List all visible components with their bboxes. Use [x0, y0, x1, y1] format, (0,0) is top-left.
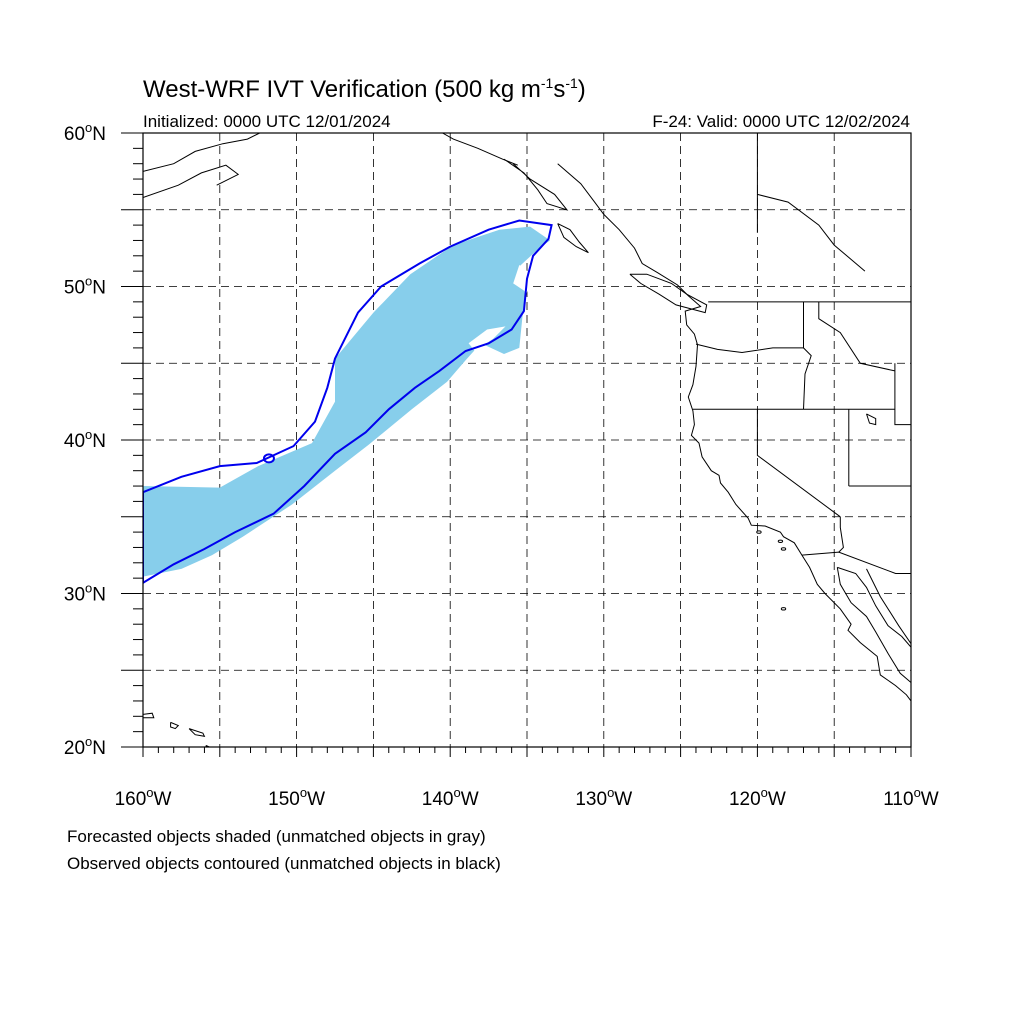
longitude-labels: 160oW 150oW 140oW 130oW 120oW 110oW	[115, 785, 939, 810]
coastline-segment	[836, 567, 911, 683]
lon-label: 110oW	[883, 785, 939, 810]
observed-object-contour	[143, 219, 553, 584]
lon-label: 150oW	[268, 785, 325, 810]
coastline-segment	[143, 133, 260, 172]
coastline-segment	[557, 163, 911, 702]
coastline-segment	[866, 413, 877, 426]
coastline-segment	[205, 745, 211, 747]
island	[777, 539, 784, 544]
graticule-grid	[143, 133, 911, 747]
coastline-segment	[803, 301, 812, 410]
legend-observed-note: Observed objects contoured (unmatched ob…	[67, 854, 501, 873]
initialized-label: Initialized: 0000 UTC 12/01/2024	[143, 112, 391, 131]
coastline-segment	[818, 301, 896, 372]
coastline-segment	[557, 223, 589, 254]
island	[756, 530, 762, 534]
latitude-labels: 60oN 50oN 40oN 30oN 20oN	[64, 120, 106, 759]
island	[780, 547, 787, 551]
coastline-segment	[143, 712, 155, 719]
forecast-object-gap	[319, 357, 329, 387]
coastline-segment	[756, 409, 841, 518]
coastline-segment	[170, 721, 180, 730]
lat-label: 60oN	[64, 120, 106, 145]
coastline-segment	[442, 133, 518, 166]
forecast-object-gap	[468, 326, 506, 351]
coastline-segment	[503, 158, 569, 211]
coastline-segment	[894, 363, 911, 426]
coastline-segment	[188, 728, 206, 737]
coastline-segment	[866, 568, 911, 645]
legend-forecast-note: Forecasted objects shaded (unmatched obj…	[67, 827, 486, 846]
island	[780, 607, 787, 611]
forecast-object-shading	[143, 226, 550, 577]
coastline-segment	[757, 193, 866, 272]
axis-ticks	[121, 132, 912, 757]
lon-label: 130oW	[575, 785, 632, 810]
coastline-segment	[838, 516, 844, 553]
coastline-segment	[837, 566, 911, 648]
coastlines-and-borders	[143, 133, 911, 747]
coastline-segment	[629, 273, 708, 314]
lat-label: 30oN	[64, 581, 106, 606]
lat-label: 50oN	[64, 274, 106, 299]
lon-label: 160oW	[115, 785, 172, 810]
valid-time-label: F-24: Valid: 0000 UTC 12/02/2024	[652, 112, 910, 131]
lon-label: 120oW	[729, 785, 786, 810]
observed-object-small-loop	[262, 453, 275, 464]
coastline-segment	[143, 164, 240, 198]
map-title: West-WRF IVT Verification (500 kg m-1s-1…	[143, 75, 586, 103]
coastline-segment	[695, 343, 804, 354]
lat-label: 40oN	[64, 427, 106, 452]
coastline-segment	[801, 551, 911, 574]
lon-label: 140oW	[422, 785, 479, 810]
lat-label: 20oN	[64, 734, 106, 759]
